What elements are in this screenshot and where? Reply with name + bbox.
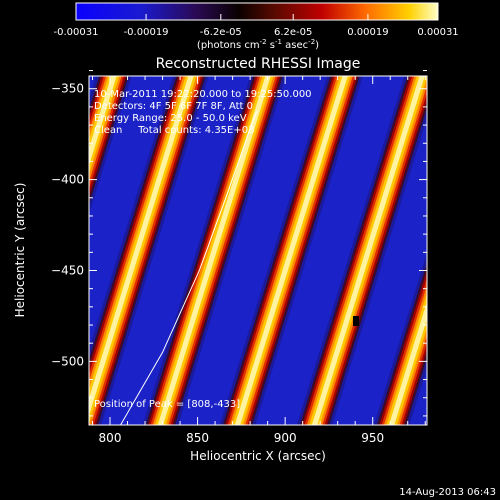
colorbar-tick-label: 6.2e-05 — [274, 27, 312, 38]
colorbar-tick-label: 0.00019 — [347, 27, 388, 38]
y-tick-label: −500 — [51, 354, 84, 368]
stripe-band — [383, 285, 427, 425]
stripe-band — [157, 76, 271, 425]
y-tick-label: −400 — [51, 173, 84, 187]
chart-title: Reconstructed RHESSI Image — [156, 56, 361, 72]
annotation-counts: Clean Total counts: 4.35E+03 — [94, 125, 254, 136]
peak-note: Position of Peak = [808,-433] — [94, 399, 240, 410]
stripe-band — [452, 40, 500, 462]
stripe-band — [0, 40, 58, 462]
annotation-energy: Energy Range: 25.0 - 50.0 keV — [94, 113, 247, 124]
stripe-band — [89, 76, 120, 175]
dark-pixel — [353, 316, 359, 326]
stripe-band — [381, 277, 427, 425]
stripe-band — [89, 76, 199, 425]
footer-date: 14-Aug-2013 06:43 — [399, 487, 496, 498]
heatmap-stripes — [0, 40, 500, 462]
x-axis-label: Heliocentric X (arcsec) — [190, 449, 326, 463]
colorbar-tick-label: 0.00031 — [417, 27, 458, 38]
annotation-detectors: Detectors: 4F 5F 6F 7F 8F, Att 0 — [94, 101, 253, 112]
colorbar-ticks: -0.00031 -0.00019 -6.2e-05 6.2e-05 0.00019 0.… — [54, 14, 459, 38]
x-tick-label: 800 — [99, 431, 122, 445]
stripe-band — [450, 40, 500, 462]
stripe-band — [89, 76, 122, 182]
plot-frame — [88, 75, 428, 426]
stripe-band — [440, 40, 500, 462]
stripe-band — [388, 301, 427, 425]
stripe-band — [443, 40, 500, 462]
stripe-band — [379, 270, 427, 425]
stripe-band — [0, 40, 66, 462]
stripe-band — [447, 40, 500, 462]
x-tick-label: 850 — [186, 431, 209, 445]
stripe-band — [234, 76, 348, 425]
stripe-band — [89, 76, 197, 425]
stripe-band — [89, 76, 117, 166]
colorbar-tick-label: -0.00019 — [124, 27, 169, 38]
colorbar-tick-label: -0.00031 — [54, 27, 99, 38]
stripe-band — [455, 40, 500, 462]
x-tick-label: 900 — [274, 431, 297, 445]
y-axis-label: Heliocentric Y (arcsec) — [13, 183, 27, 318]
annotation-time: 10-Mar-2011 19:22:20.000 to 19:25:50.000 — [94, 89, 312, 100]
y-tick-label: −350 — [51, 82, 84, 96]
stripe-band — [0, 40, 56, 462]
stripe-band — [0, 40, 63, 462]
stripe-band — [89, 76, 194, 416]
axes: 800 850 900 950 −350 −400 −450 −500 — [51, 70, 427, 445]
stripe-band — [311, 76, 425, 425]
colorbar-tick-label: -6.2e-05 — [200, 27, 242, 38]
stripe-band — [445, 40, 500, 462]
y-tick-label: −450 — [51, 263, 84, 277]
colorbar-units: (photons cm-2 s-1 asec-2) — [197, 38, 319, 51]
stripe-band — [0, 40, 60, 462]
x-tick-label: 950 — [361, 431, 384, 445]
stripe-band — [386, 292, 427, 425]
solar-limb-curve — [120, 110, 258, 425]
colorbar — [75, 2, 439, 21]
